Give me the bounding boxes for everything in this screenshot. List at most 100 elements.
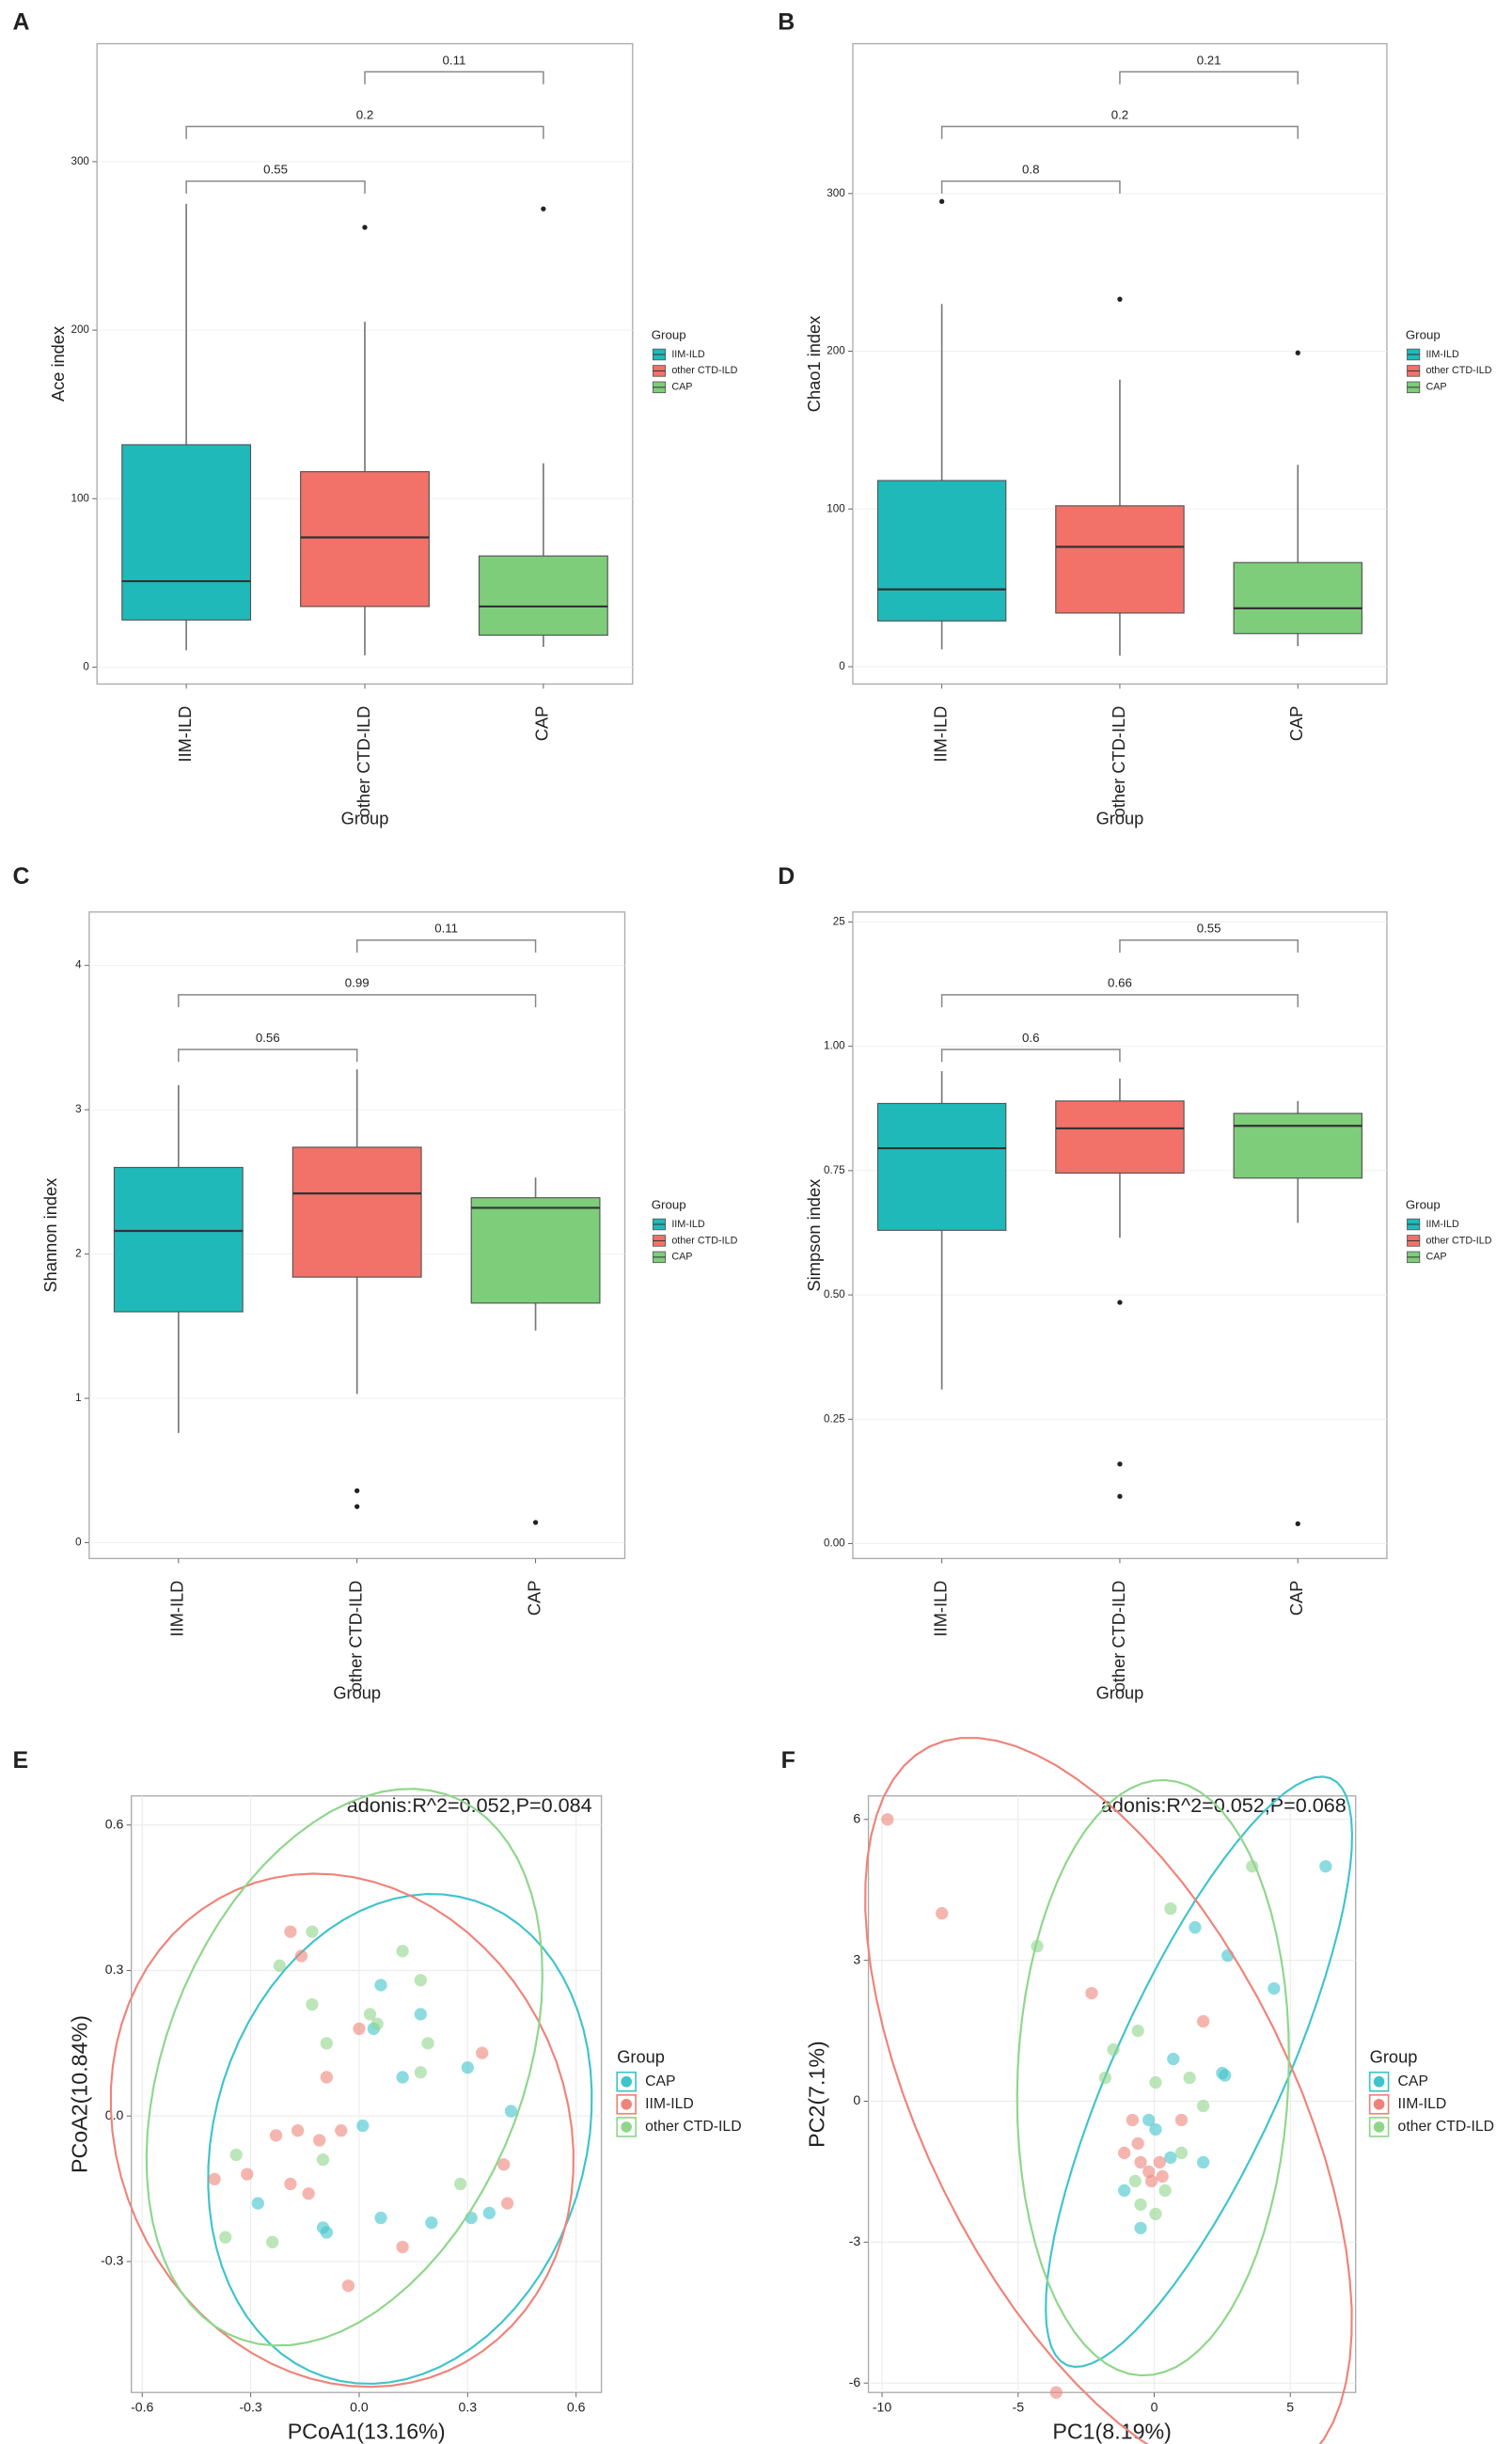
point: [1153, 2155, 1166, 2169]
box: [876, 1102, 1007, 1231]
point: [229, 2148, 243, 2162]
p-value: 0.56: [256, 1031, 280, 1045]
x-tick-label: CAP: [1286, 706, 1306, 742]
point: [241, 2168, 254, 2181]
x-axis-label: Group: [341, 809, 389, 828]
point: [881, 1813, 894, 1826]
point: [1049, 2386, 1063, 2399]
x-tick-label: 0.3: [459, 2400, 478, 2415]
legend-key-dot: [1373, 2098, 1385, 2110]
significance-bracket: [940, 1049, 1121, 1063]
significance-bracket: [178, 994, 537, 1008]
point: [370, 2017, 384, 2030]
point: [269, 2129, 283, 2142]
point: [353, 2022, 366, 2036]
point: [497, 2158, 511, 2171]
x-tick-label: 0.0: [350, 2400, 369, 2415]
point: [1196, 2155, 1210, 2169]
point: [313, 2134, 326, 2147]
point: [284, 1925, 297, 1938]
point: [414, 2066, 427, 2079]
y-tick-label: 0.00: [824, 1537, 845, 1550]
legend-label: CAP: [671, 1252, 692, 1263]
x-tick-label: 5: [1286, 2400, 1294, 2415]
point: [1149, 2207, 1162, 2221]
x-tick-label: -5: [1013, 2400, 1025, 2415]
significance-bracket: [1119, 938, 1299, 954]
point: [1085, 1986, 1098, 2000]
point: [1158, 2184, 1172, 2198]
y-tick-label: 0.25: [824, 1412, 845, 1425]
panel-label: A: [13, 8, 30, 35]
x-tick-label: IIM-ILD: [930, 1581, 950, 1637]
significance-bracket: [185, 180, 366, 194]
x-tick-label: 0: [1151, 2400, 1158, 2415]
point: [1128, 2174, 1142, 2188]
point: [1126, 2113, 1139, 2127]
point: [208, 2172, 221, 2185]
point: [1156, 2169, 1169, 2184]
point: [1319, 1860, 1332, 1873]
y-tick-label: 0: [83, 661, 88, 673]
y-tick-label: 300: [827, 187, 844, 199]
significance-bracket: [355, 938, 537, 954]
point: [374, 2211, 387, 2225]
legend-label: IIM-ILD: [671, 1219, 705, 1230]
legend-key-dot: [1373, 2121, 1385, 2133]
p-value: 0.2: [1111, 107, 1128, 121]
box: [478, 555, 608, 637]
outlier: [541, 206, 546, 212]
point: [1189, 1921, 1202, 1934]
x-tick-label: CAP: [524, 1581, 543, 1616]
y-axis-label: Ace index: [48, 326, 68, 402]
box: [113, 1166, 244, 1313]
ellipse: [145, 1788, 543, 2347]
box: [1055, 505, 1185, 614]
y-tick-label: 1.00: [824, 1040, 845, 1052]
p-value: 0.11: [443, 53, 466, 67]
point: [1167, 2052, 1180, 2066]
point: [1174, 2146, 1189, 2160]
point: [1164, 1902, 1177, 1916]
panel-label: E: [13, 1747, 29, 1774]
legend-key-dot: [1373, 2075, 1385, 2088]
point: [396, 2240, 409, 2254]
outlier: [1117, 1461, 1123, 1467]
legend-label: CAP: [645, 2073, 675, 2089]
panel-label: F: [781, 1747, 795, 1774]
point: [421, 2037, 434, 2050]
point: [320, 2037, 334, 2050]
point: [482, 2206, 496, 2220]
box: [1233, 1112, 1363, 1179]
point: [273, 1959, 287, 1972]
panel-label: D: [778, 863, 795, 890]
y-tick-label: 6: [853, 1811, 860, 1826]
outlier: [362, 225, 368, 230]
box: [1055, 1100, 1185, 1175]
y-axis-label: Simpson index: [804, 1179, 824, 1292]
y-axis-label: Chao1 index: [804, 316, 824, 412]
y-axis-label: Shannon index: [40, 1178, 60, 1293]
y-tick-label: 0: [75, 1537, 81, 1549]
point: [1149, 2075, 1162, 2089]
point: [1196, 2099, 1210, 2113]
point: [1134, 2155, 1147, 2169]
point: [1149, 2122, 1162, 2137]
outlier: [354, 1488, 360, 1493]
y-tick-label: -6: [849, 2374, 861, 2389]
point: [320, 2226, 334, 2239]
point: [1131, 2137, 1144, 2151]
significance-bracket: [940, 125, 1299, 139]
point: [1118, 2184, 1131, 2198]
point: [1268, 1981, 1281, 1995]
y-tick-label: 3: [853, 1951, 860, 1966]
point: [476, 2046, 489, 2059]
point: [1098, 2071, 1112, 2085]
point: [316, 2152, 330, 2167]
x-tick-label: other CTD-ILD: [1109, 706, 1128, 818]
p-value: 0.6: [1022, 1031, 1039, 1045]
p-value: 0.99: [345, 976, 370, 990]
point: [1107, 2042, 1120, 2057]
x-tick-label: IIM-ILD: [930, 706, 950, 763]
